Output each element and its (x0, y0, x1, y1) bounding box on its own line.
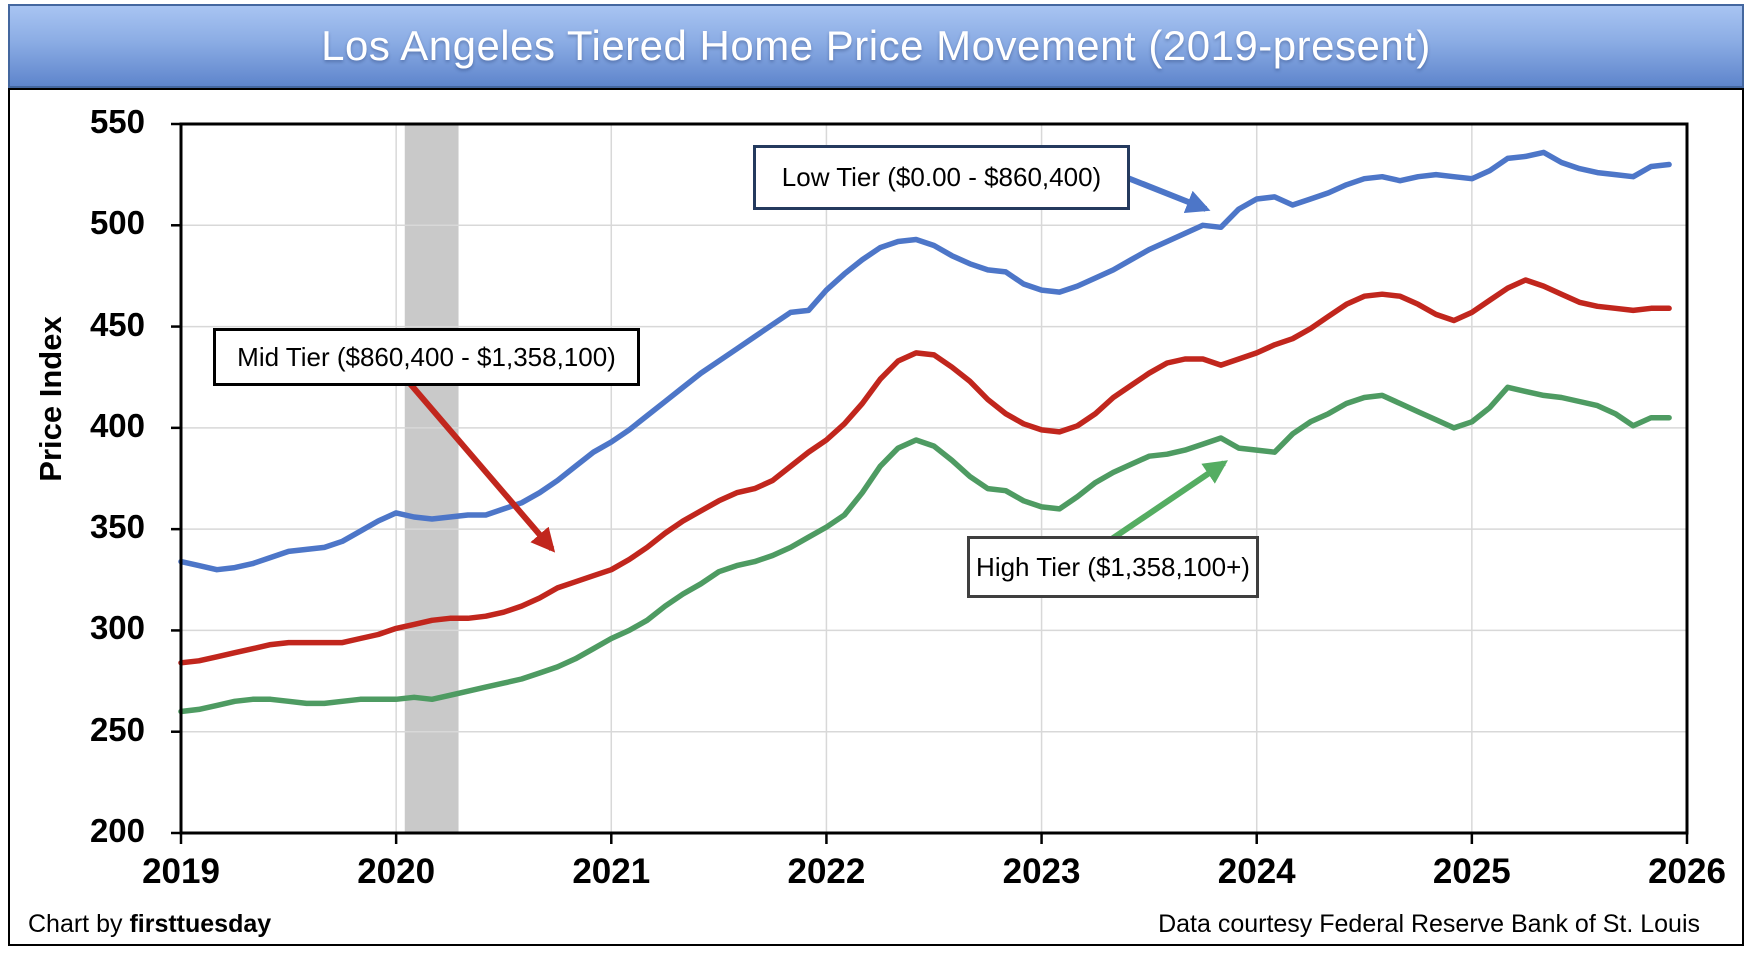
footer-source: Data courtesy Federal Reserve Bank of St… (1158, 910, 1700, 938)
x-tick-label: 2023 (1002, 852, 1081, 891)
footer-credit-prefix: Chart by (28, 910, 130, 938)
y-tick-label: 500 (89, 204, 145, 242)
x-tick-label: 2025 (1432, 852, 1511, 891)
footer-credit: Chart by firsttuesday (28, 910, 271, 939)
low-tier-callout-box: Low Tier ($0.00 - $860,400) (753, 145, 1130, 210)
y-tick-label: 250 (89, 710, 145, 748)
mid-tier-arrow (397, 370, 556, 553)
footer-brand: firsttuesday (129, 910, 272, 938)
mid-tier-label: Mid Tier ($860,400 - $1,358,100) (237, 341, 616, 372)
chart-figure (8, 88, 1744, 946)
recession-band (404, 124, 459, 833)
high-tier-label: High Tier ($1,358,100+) (976, 551, 1250, 582)
x-tick-label: 2024 (1217, 852, 1296, 891)
chart-title: Los Angeles Tiered Home Price Movement (… (321, 22, 1431, 69)
low-tier-label: Low Tier ($0.00 - $860,400) (781, 162, 1102, 192)
y-tick-label: 200 (89, 812, 145, 849)
x-tick-label: 2019 (142, 852, 220, 891)
y-tick-label: 300 (89, 609, 145, 647)
high-tier-line (178, 384, 1672, 715)
x-tick-label: 2021 (572, 852, 651, 891)
title-banner: Los Angeles Tiered Home Price Movement (… (8, 4, 1744, 88)
x-tick-label: 2022 (787, 852, 866, 891)
plot-border (179, 122, 1689, 835)
y-tick-label: 400 (89, 406, 145, 444)
x-tick-label: 2020 (357, 852, 436, 891)
high-tier-callout-box: High Tier ($1,358,100+) (967, 536, 1259, 598)
mid-tier-line (178, 277, 1672, 666)
mid-tier-callout-box: Mid Tier ($860,400 - $1,358,100) (213, 328, 640, 386)
y-tick-label: 450 (89, 305, 145, 343)
low-tier-line (178, 149, 1672, 573)
y-tick-label: 550 (89, 103, 145, 140)
y-axis-title: Price Index (33, 316, 68, 482)
x-tick-label: 2026 (1648, 852, 1726, 891)
y-tick-label: 350 (89, 508, 145, 546)
